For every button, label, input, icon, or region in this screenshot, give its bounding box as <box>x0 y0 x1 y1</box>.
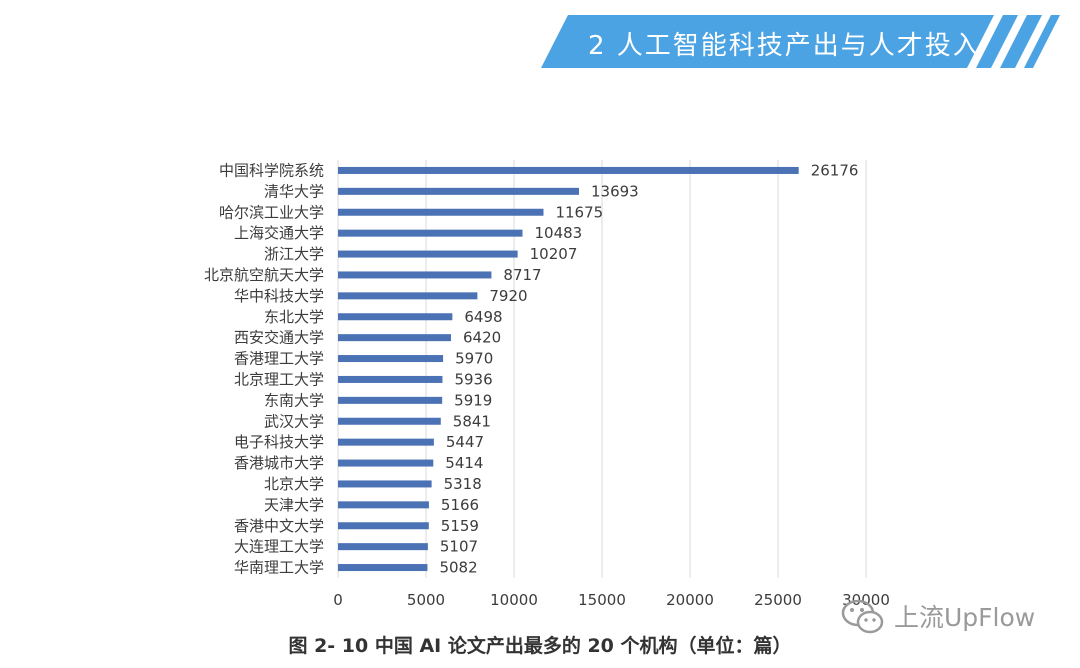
category-label: 北京理工大学 <box>234 370 324 388</box>
category-label: 东北大学 <box>264 308 324 326</box>
bar-14 <box>338 438 434 446</box>
data-label: 26176 <box>811 161 859 179</box>
x-tick-label: 30000 <box>842 591 890 609</box>
data-label: 5447 <box>446 433 484 451</box>
data-label: 13693 <box>591 182 639 200</box>
bar-16 <box>338 480 432 488</box>
category-label: 香港中文大学 <box>234 517 324 535</box>
x-tick-label: 25000 <box>754 591 802 609</box>
bar-17 <box>338 501 429 509</box>
category-label: 东南大学 <box>264 391 324 409</box>
data-label: 5318 <box>444 475 482 493</box>
bar-2 <box>338 187 579 195</box>
watermark: 上流UpFlow <box>838 596 1035 636</box>
wechat-icon <box>841 599 884 634</box>
bar-13 <box>338 417 441 425</box>
bar-20 <box>338 564 428 572</box>
x-tick-label: 0 <box>333 591 343 609</box>
data-label: 5166 <box>441 496 479 514</box>
data-label: 5082 <box>439 559 477 577</box>
data-label: 11675 <box>555 203 603 221</box>
category-label: 西安交通大学 <box>234 329 324 347</box>
category-label: 大连理工大学 <box>234 538 324 556</box>
data-label: 6420 <box>463 329 501 347</box>
data-label: 5107 <box>440 538 478 556</box>
header-banner <box>541 15 1060 68</box>
category-label: 武汉大学 <box>264 412 324 430</box>
bar-5 <box>338 250 518 258</box>
data-label: 5936 <box>454 370 492 388</box>
bar-19 <box>338 543 428 551</box>
category-label: 哈尔滨工业大学 <box>219 203 324 221</box>
bar-8 <box>338 313 453 321</box>
bar-12 <box>338 396 443 404</box>
bar-11 <box>338 375 443 383</box>
data-label: 6498 <box>464 308 502 326</box>
bar-4 <box>338 229 523 237</box>
chart-caption: 图 2- 10 中国 AI 论文产出最多的 20 个机构（单位：篇） <box>288 635 792 657</box>
category-label: 北京航空航天大学 <box>204 266 324 284</box>
data-label: 10483 <box>535 224 583 242</box>
bar-1 <box>338 166 799 174</box>
category-label: 香港理工大学 <box>234 350 324 368</box>
bar-10 <box>338 355 444 363</box>
bar-18 <box>338 522 429 530</box>
watermark-text: 上流UpFlow <box>894 603 1036 632</box>
x-tick-label: 20000 <box>666 591 714 609</box>
bar-7 <box>338 292 478 300</box>
category-label: 浙江大学 <box>264 245 324 263</box>
data-label: 10207 <box>530 245 578 263</box>
section-title: 2 人工智能科技产出与人才投入 <box>588 31 981 61</box>
bar-6 <box>338 271 492 279</box>
data-label: 5414 <box>445 454 483 472</box>
category-label: 清华大学 <box>264 182 324 200</box>
data-label: 5841 <box>453 412 491 430</box>
category-label: 华南理工大学 <box>234 559 324 577</box>
x-tick-label: 15000 <box>578 591 626 609</box>
category-label: 电子科技大学 <box>234 433 324 451</box>
x-tick-label: 5000 <box>407 591 445 609</box>
category-label: 天津大学 <box>264 496 324 514</box>
data-label: 5159 <box>441 517 479 535</box>
bar-3 <box>338 208 544 216</box>
category-label: 香港城市大学 <box>234 454 324 472</box>
category-label: 华中科技大学 <box>234 287 324 305</box>
data-label: 7920 <box>489 287 527 305</box>
category-label: 上海交通大学 <box>234 224 324 242</box>
category-label: 中国科学院系统 <box>219 161 324 179</box>
bar-9 <box>338 334 451 342</box>
data-label: 5970 <box>455 350 493 368</box>
category-label: 北京大学 <box>264 475 324 493</box>
bar-15 <box>338 459 434 467</box>
data-label: 8717 <box>503 266 541 284</box>
x-tick-label: 10000 <box>490 591 538 609</box>
data-label: 5919 <box>454 391 492 409</box>
